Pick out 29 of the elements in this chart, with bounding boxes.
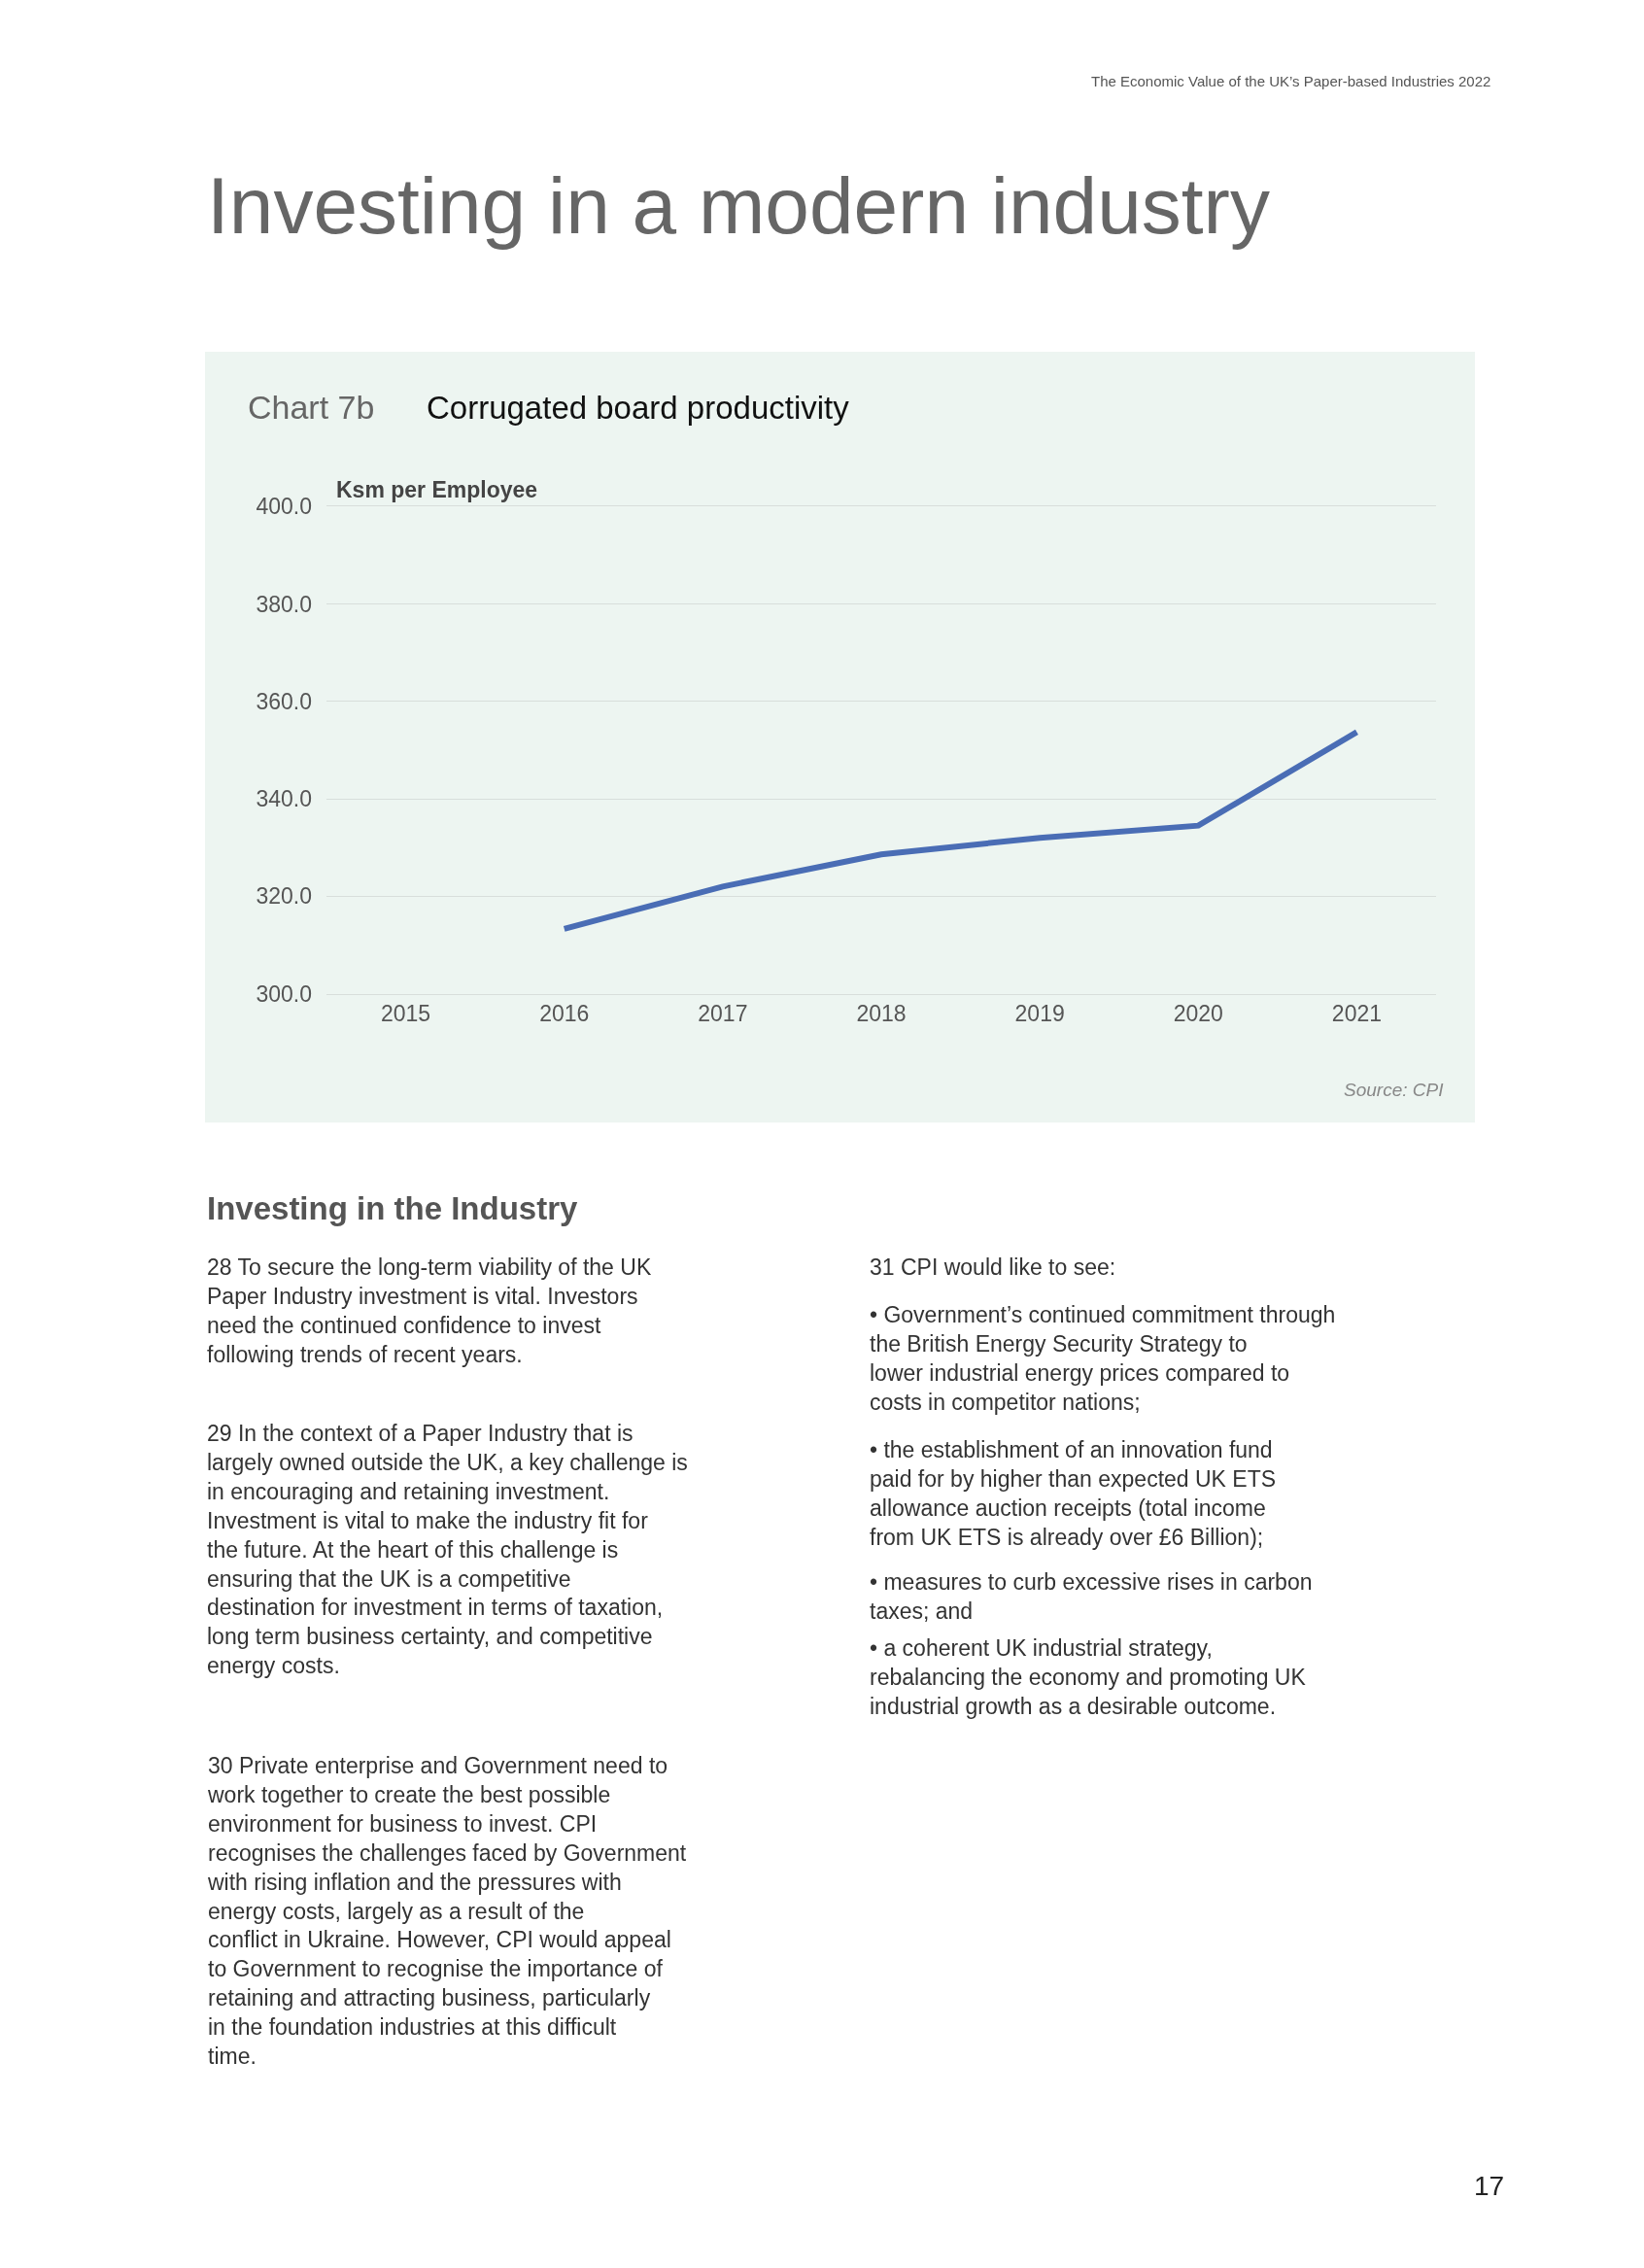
source-note: Source: CPI	[1344, 1080, 1445, 1100]
y-axis-title: Ksm per Employee	[336, 477, 538, 502]
text: 30 Private enterprise and Government need to work together to create the best possible environment for business to invest. CPI recognises the challenges faced by Government with rising inflation and the pressures with energy costs, largely as a result of the conflict in Ukraine. However, CPI would appeal to Government to recognise the importance of retaining and attracting business, particularly in the foundation industries at this difficult time.	[208, 1753, 687, 2069]
y-tick-label: 340.0	[256, 786, 312, 812]
x-tick-label: 2021	[1331, 1001, 1383, 1027]
text: • measures to curb excessive rises in carbon taxes; and	[870, 1569, 1313, 1624]
text: 31 CPI would like to see:	[870, 1254, 1116, 1280]
y-tick-label: 360.0	[256, 688, 312, 714]
text: The Economic Value of the UK’s Paper-based Industries 2022	[1091, 73, 1491, 89]
y-tick-label: 400.0	[256, 494, 312, 520]
chart-title: Corrugated board productivity	[427, 390, 850, 426]
y-tick-label: 320.0	[256, 883, 312, 910]
text: 29 In the context of a Paper Industry that is largely owned outside the UK, a key challenge is in encouraging and retaining investment. Investment is vital to make the industry fit for the future. At the heart of this challenge is ensuring that the UK is a competitive destination for investment in terms of taxation, long term business certainty, and competitive energy costs.	[207, 1421, 688, 1679]
text: • the establishment of an innovation fund paid for by higher than expected UK ETS allowance auction receipts (total income from UK ETS is already over £6 Billion);	[870, 1437, 1277, 1550]
y-tick-label: 380.0	[256, 591, 312, 617]
text: Investing in a modern industry	[207, 161, 1270, 250]
x-tick-label: 2017	[698, 1001, 748, 1027]
text: • a coherent UK industrial strategy, rebalancing the economy and promoting UK industrial growth as a desirable outcome.	[870, 1635, 1307, 1719]
caption: Chart 7b	[248, 389, 375, 426]
text: 17	[1474, 2171, 1505, 2201]
text: Investing in the Industry	[207, 1190, 579, 1226]
text: • Government’s continued commitment through the British Energy Security Strategy to lower industrial energy prices compared to costs in competitor nations;	[870, 1302, 1336, 1415]
x-tick-label: 2020	[1173, 1001, 1223, 1027]
x-tick-label: 2016	[539, 1001, 590, 1027]
x-tick-label: 2019	[1014, 1001, 1065, 1027]
x-tick-label: 2018	[856, 1001, 907, 1027]
x-tick-label: 2015	[380, 1001, 431, 1027]
y-tick-label: 300.0	[256, 980, 312, 1007]
text: 28 To secure the long-term viability of the UK Paper Industry investment is vital. Investors need the continued confidence to invest following trends of recent years.	[207, 1254, 652, 1367]
